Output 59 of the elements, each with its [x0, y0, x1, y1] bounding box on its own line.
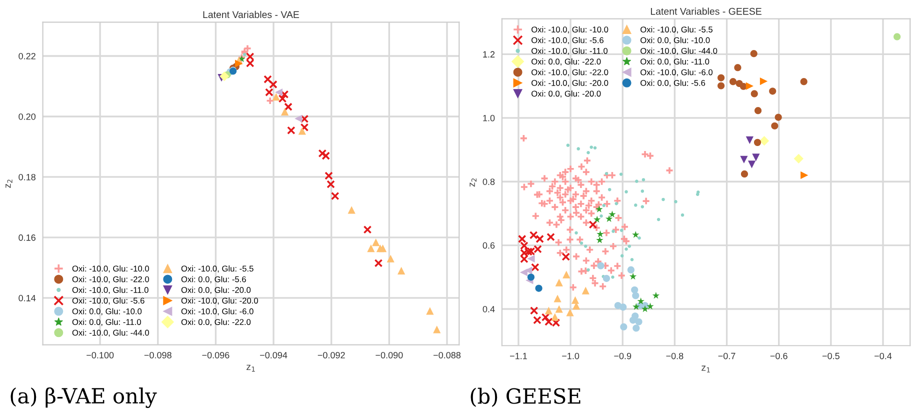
- y-tick-label: 0.4: [482, 306, 495, 312]
- x-tick-label: −0.8: [666, 352, 684, 360]
- chart-title: Latent Variables - GEESE: [650, 8, 762, 15]
- legend-label: Oxi: 0.0, Glu: -10.0: [72, 308, 142, 316]
- x-tick-label: −1.0: [562, 352, 580, 360]
- x-tick-label: −0.088: [434, 352, 461, 358]
- x-tick-label: −0.5: [822, 352, 840, 360]
- text: (a) β-VAE only: [10, 387, 157, 408]
- legend-label: Oxi: -10.0, Glu: -44.0: [640, 48, 718, 55]
- x-tick-label: −0.7: [718, 352, 736, 360]
- x-tick-label: −0.092: [318, 352, 345, 358]
- legend-label: Oxi: 0.0, Glu: -22.0: [181, 318, 251, 326]
- y-tick-label: 0.18: [18, 174, 36, 180]
- legend-label: Oxi: -10.0, Glu: -5.5: [640, 26, 712, 34]
- x-tick-label: −0.100: [86, 352, 114, 358]
- legend-label: Oxi: 0.0, Glu: -5.6: [640, 80, 706, 87]
- legend-label: Oxi: -10.0, Glu: -44.0: [72, 330, 150, 337]
- legend-label: Oxi: -10.0, Glu: -20.0: [532, 80, 608, 87]
- x-tick-label: −0.090: [376, 352, 403, 358]
- y-tick-label: 1.0: [483, 114, 495, 122]
- y-tick-label: 0.22: [18, 52, 36, 60]
- legend-label: Oxi: -10.0, Glu: -5.6: [532, 37, 604, 44]
- legend-label: Oxi: -10.0, Glu: -20.0: [181, 297, 258, 305]
- x-tick-label: −0.9: [614, 352, 632, 360]
- legend-label: Oxi: -10.0, Glu: -11.0: [72, 286, 148, 294]
- x-tick-label: −0.4: [874, 352, 892, 360]
- y-tick-label: 0.16: [18, 234, 36, 241]
- y-tick-label: 1.2: [483, 51, 495, 58]
- x-tick-label: −1.1: [510, 352, 527, 360]
- legend-label: Oxi: -10.0, Glu: -6.0: [181, 308, 254, 316]
- y-tick-label: 0.20: [18, 113, 36, 120]
- legend-label: Oxi: -10.0, Glu: -22.0: [532, 69, 608, 76]
- x-tick-label: −0.098: [144, 352, 172, 358]
- legend-label: Oxi: -10.0, Glu: -10.0: [72, 265, 150, 273]
- legend-label: Oxi: 0.0, Glu: -10.0: [640, 37, 710, 44]
- text: (b) GEESE: [470, 388, 580, 407]
- legend-label: Oxi: 0.0, Glu: -20.0: [181, 286, 251, 294]
- legend-label: Oxi: 0.0, Glu: -11.0: [640, 58, 710, 66]
- y-tick-label: 0.8: [482, 178, 495, 185]
- legend-label: Oxi: -10.0, Glu: -11.0: [532, 48, 608, 55]
- legend-label: Oxi: 0.0, Glu: -11.0: [72, 318, 141, 326]
- legend-label: Oxi: -10.0, Glu: -22.0: [72, 276, 150, 284]
- y-tick-label: 0.14: [18, 294, 36, 302]
- x-tick-label: −0.096: [202, 352, 230, 358]
- legend-label: Oxi: -10.0, Glu: -5.5: [181, 265, 254, 273]
- y-axis-title: z$_{2}$: [470, 178, 476, 187]
- legend-label: Oxi: 0.0, Glu: -20.0: [532, 90, 601, 98]
- legend-label: Oxi: -10.0, Glu: -10.0: [532, 26, 608, 34]
- legend-label: Oxi: 0.0, Glu: -22.0: [532, 58, 601, 66]
- legend-label: Oxi: -10.0, Glu: -6.0: [640, 69, 713, 76]
- x-axis-title: z$_{1}$: [702, 366, 710, 372]
- legend-label: Oxi: -10.0, Glu: -5.6: [72, 297, 144, 305]
- legend-label: Oxi: 0.0, Glu: -5.6: [181, 276, 246, 284]
- y-tick-label: 0.6: [482, 242, 495, 249]
- y-axis-title: z$_{2}$: [6, 180, 12, 188]
- x-tick-label: −0.094: [260, 352, 288, 358]
- x-axis-title: z$_{1}$: [246, 364, 255, 372]
- chart-title: Latent Variables - VAE: [203, 10, 300, 18]
- x-tick-label: −0.6: [770, 352, 788, 360]
